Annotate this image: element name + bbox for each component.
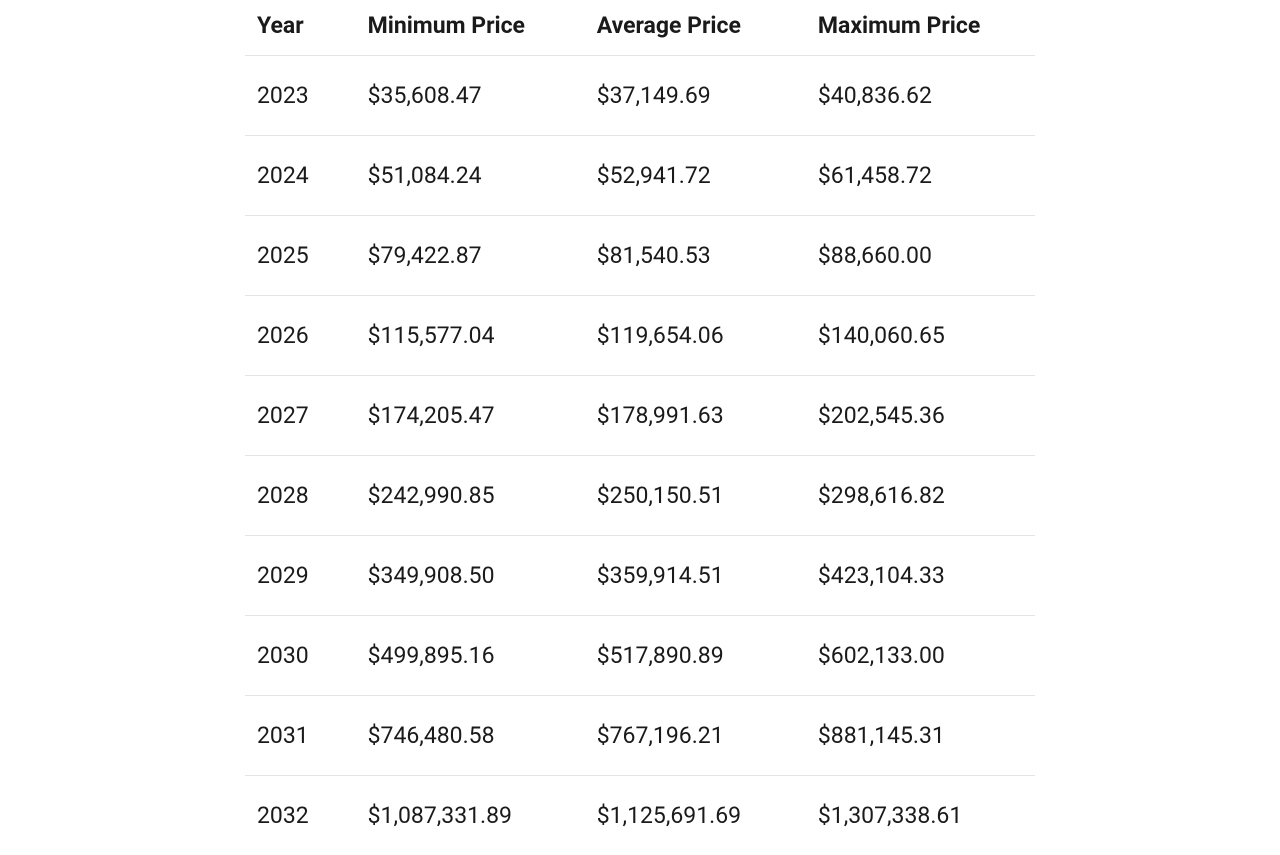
cell-average-price: $119,654.06 — [585, 296, 806, 376]
price-table: Year Minimum Price Average Price Maximum… — [245, 6, 1035, 855]
cell-maximum-price: $61,458.72 — [806, 136, 1035, 216]
cell-average-price: $178,991.63 — [585, 376, 806, 456]
cell-minimum-price: $79,422.87 — [356, 216, 585, 296]
table-header-row: Year Minimum Price Average Price Maximum… — [245, 6, 1035, 56]
cell-minimum-price: $174,205.47 — [356, 376, 585, 456]
table-row: 2027 $174,205.47 $178,991.63 $202,545.36 — [245, 376, 1035, 456]
cell-average-price: $81,540.53 — [585, 216, 806, 296]
cell-year: 2023 — [245, 56, 356, 136]
table-row: 2023 $35,608.47 $37,149.69 $40,836.62 — [245, 56, 1035, 136]
cell-maximum-price: $298,616.82 — [806, 456, 1035, 536]
cell-year: 2031 — [245, 696, 356, 776]
cell-year: 2025 — [245, 216, 356, 296]
cell-average-price: $517,890.89 — [585, 616, 806, 696]
cell-minimum-price: $349,908.50 — [356, 536, 585, 616]
cell-average-price: $359,914.51 — [585, 536, 806, 616]
cell-maximum-price: $1,307,338.61 — [806, 776, 1035, 855]
column-header-year: Year — [245, 6, 356, 56]
table-row: 2029 $349,908.50 $359,914.51 $423,104.33 — [245, 536, 1035, 616]
table-row: 2024 $51,084.24 $52,941.72 $61,458.72 — [245, 136, 1035, 216]
table-row: 2032 $1,087,331.89 $1,125,691.69 $1,307,… — [245, 776, 1035, 855]
column-header-average-price: Average Price — [585, 6, 806, 56]
cell-maximum-price: $423,104.33 — [806, 536, 1035, 616]
cell-year: 2028 — [245, 456, 356, 536]
cell-minimum-price: $499,895.16 — [356, 616, 585, 696]
cell-average-price: $37,149.69 — [585, 56, 806, 136]
cell-maximum-price: $881,145.31 — [806, 696, 1035, 776]
cell-average-price: $1,125,691.69 — [585, 776, 806, 855]
cell-year: 2030 — [245, 616, 356, 696]
cell-minimum-price: $746,480.58 — [356, 696, 585, 776]
cell-maximum-price: $40,836.62 — [806, 56, 1035, 136]
cell-year: 2026 — [245, 296, 356, 376]
cell-year: 2032 — [245, 776, 356, 855]
cell-average-price: $767,196.21 — [585, 696, 806, 776]
cell-maximum-price: $140,060.65 — [806, 296, 1035, 376]
table-row: 2025 $79,422.87 $81,540.53 $88,660.00 — [245, 216, 1035, 296]
cell-average-price: $52,941.72 — [585, 136, 806, 216]
cell-maximum-price: $88,660.00 — [806, 216, 1035, 296]
cell-maximum-price: $602,133.00 — [806, 616, 1035, 696]
table-row: 2028 $242,990.85 $250,150.51 $298,616.82 — [245, 456, 1035, 536]
table-row: 2030 $499,895.16 $517,890.89 $602,133.00 — [245, 616, 1035, 696]
cell-minimum-price: $242,990.85 — [356, 456, 585, 536]
cell-minimum-price: $51,084.24 — [356, 136, 585, 216]
column-header-maximum-price: Maximum Price — [806, 6, 1035, 56]
cell-maximum-price: $202,545.36 — [806, 376, 1035, 456]
cell-minimum-price: $35,608.47 — [356, 56, 585, 136]
cell-year: 2029 — [245, 536, 356, 616]
cell-year: 2027 — [245, 376, 356, 456]
cell-average-price: $250,150.51 — [585, 456, 806, 536]
price-table-container: Year Minimum Price Average Price Maximum… — [245, 6, 1035, 855]
cell-minimum-price: $115,577.04 — [356, 296, 585, 376]
cell-year: 2024 — [245, 136, 356, 216]
column-header-minimum-price: Minimum Price — [356, 6, 585, 56]
table-row: 2026 $115,577.04 $119,654.06 $140,060.65 — [245, 296, 1035, 376]
table-row: 2031 $746,480.58 $767,196.21 $881,145.31 — [245, 696, 1035, 776]
cell-minimum-price: $1,087,331.89 — [356, 776, 585, 855]
